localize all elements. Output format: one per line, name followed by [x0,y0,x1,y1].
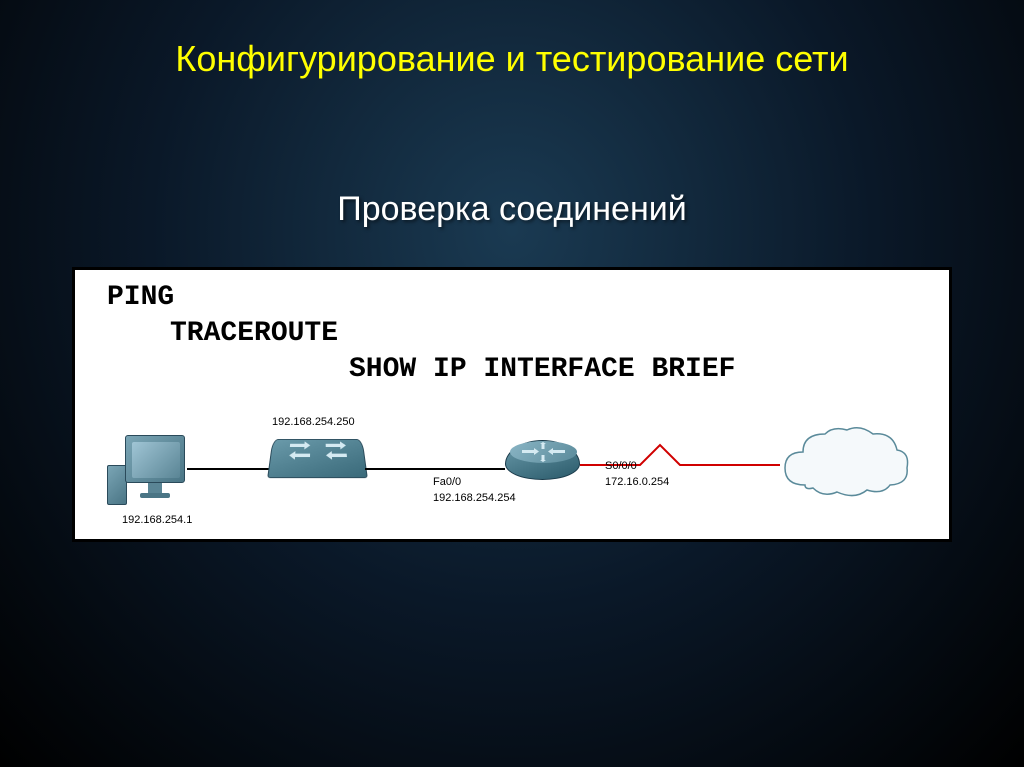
label-pc-ip: 192.168.254.1 [122,514,192,526]
router-icon [505,440,580,485]
command-showip: SHOW IP INTERFACE BRIEF [349,354,735,385]
cloud-icon [775,420,915,515]
pc-icon [125,435,185,498]
label-router-ip: 192.168.254.254 [433,492,516,504]
link-switch-router [365,468,505,470]
command-ping: PING [107,282,174,313]
label-fa-interface: Fa0/0 [433,476,461,488]
label-switch-ip: 192.168.254.250 [272,416,355,428]
network-diagram: PING TRACEROUTE SHOW IP INTERFACE BRIEF [72,267,952,542]
label-serial-ip: 172.16.0.254 [605,476,669,488]
slide-subtitle: Проверка соединений [0,190,1024,229]
switch-icon [270,435,365,480]
slide-title: Конфигурирование и тестирование сети [0,0,1024,80]
label-serial-interface: S0/0/0 [605,460,637,472]
command-traceroute: TRACEROUTE [170,318,338,349]
link-pc-switch [187,468,272,470]
